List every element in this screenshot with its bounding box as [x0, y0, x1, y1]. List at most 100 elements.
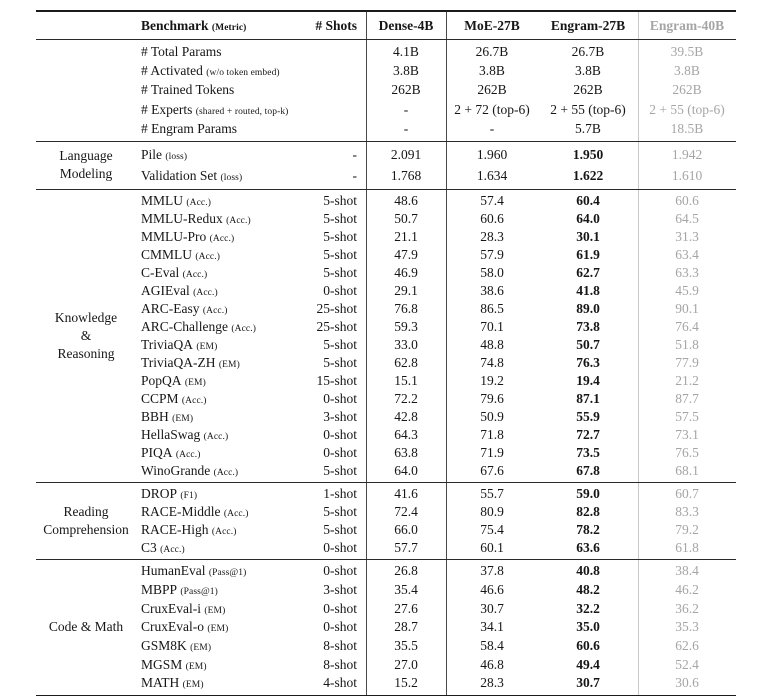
benchmark-name: Validation Set — [141, 168, 218, 184]
group-label-line: Comprehension — [43, 521, 129, 537]
benchmark-name: Pile — [141, 146, 163, 162]
value-moe-27b: 57.9 — [480, 246, 504, 262]
value-moe-27b: 55.7 — [480, 485, 504, 501]
shots-cell: 0-shot — [323, 426, 357, 442]
shots-cell: 0-shot — [323, 539, 357, 555]
benchmark-metric: (Acc.) — [203, 431, 229, 442]
table-row: # Experts (shared + routed, top-k) - 2 + 7… — [136, 100, 736, 119]
benchmark-metric: (EM) — [207, 624, 229, 635]
table-row: RACE-High (Acc.) 5-shot 66.0 75.4 78.2 79.2 — [136, 521, 736, 539]
benchmark-name-cell: # Activated (w/o token embed) — [136, 63, 304, 79]
benchmark-metric: (Acc.) — [223, 508, 249, 519]
table-row: CMMLU (Acc.) 5-shot 47.9 57.9 61.9 63.4 — [136, 246, 736, 264]
value-moe-27b: 262B — [477, 82, 507, 98]
value-moe-27b: 19.2 — [480, 372, 504, 388]
benchmark-name-cell: HellaSwag (Acc.) — [136, 427, 304, 443]
value-moe-27b: 46.6 — [480, 581, 504, 597]
value-engram-27b: 89.0 — [576, 300, 600, 316]
benchmark-metric: (EM) — [204, 605, 226, 616]
value-moe-27b: 58.4 — [480, 638, 504, 654]
value-engram-40b: 2 + 55 (top-6) — [649, 101, 725, 117]
benchmark-name-cell: MMLU (Acc.) — [136, 193, 304, 209]
benchmark-name: MATH — [141, 675, 180, 691]
benchmark-name: CruxEval-i — [141, 600, 201, 616]
benchmark-name-cell: C-Eval (Acc.) — [136, 265, 304, 281]
value-dense-4b: 72.2 — [394, 390, 418, 406]
benchmark-metric: (EM) — [196, 341, 218, 352]
value-engram-40b: 76.5 — [675, 444, 699, 460]
value-engram-27b: 5.7B — [575, 121, 601, 137]
benchmark-name-cell: MMLU-Redux (Acc.) — [136, 211, 304, 227]
value-engram-27b: 60.4 — [576, 192, 600, 208]
benchmark-name-cell: DROP (F1) — [136, 486, 304, 502]
value-engram-40b: 51.8 — [675, 336, 699, 352]
value-dense-4b: 21.1 — [394, 228, 418, 244]
benchmark-name: MMLU — [141, 192, 184, 208]
value-engram-27b: 59.0 — [576, 485, 600, 501]
shots-cell: 5-shot — [323, 354, 357, 370]
value-engram-27b: 41.8 — [576, 282, 600, 298]
table-row: DROP (F1) 1-shot 41.6 55.7 59.0 60.7 — [136, 485, 736, 503]
header-engram-40b: Engram-40B — [649, 17, 725, 33]
header-benchmark-metric: (Metric) — [211, 22, 247, 33]
value-engram-27b: 76.3 — [576, 354, 600, 370]
value-dense-4b: 50.7 — [394, 210, 418, 226]
shots-cell: 3-shot — [323, 581, 357, 597]
value-engram-27b: 55.9 — [576, 408, 600, 424]
table-row: # Trained Tokens 262B 262B 262B 262B — [136, 81, 736, 100]
benchmark-name-cell: ARC-Easy (Acc.) — [136, 301, 304, 317]
value-engram-27b: 3.8B — [575, 63, 601, 79]
benchmark-metric: (loss) — [165, 151, 188, 162]
section-rows: Pile (loss) - 2.091 1.960 1.950 1.942 Validati… — [136, 144, 736, 187]
value-engram-27b: 63.6 — [576, 539, 600, 555]
group-label-line: Language — [59, 148, 113, 164]
table-row: PopQA (EM) 15-shot 15.1 19.2 19.4 21.2 — [136, 372, 736, 390]
value-dense-4b: 27.0 — [394, 656, 418, 672]
value-dense-4b: 46.9 — [394, 264, 418, 280]
benchmark-name-cell: # Total Params — [136, 44, 304, 60]
value-engram-27b: 72.7 — [576, 426, 600, 442]
value-engram-27b: 61.9 — [576, 246, 600, 262]
benchmark-name: C-Eval — [141, 264, 180, 280]
benchmark-name: BBH — [141, 408, 169, 424]
value-engram-27b: 30.7 — [576, 675, 600, 691]
benchmark-metric: (EM) — [182, 680, 204, 691]
value-dense-4b: 33.0 — [394, 336, 418, 352]
shots-cell: 5-shot — [323, 336, 357, 352]
benchmark-name-cell: Pile (loss) — [136, 147, 304, 163]
benchmark-name-cell: PIQA (Acc.) — [136, 445, 304, 461]
benchmark-name-cell: RACE-Middle (Acc.) — [136, 504, 304, 520]
group-label-code-math: Code & Math — [36, 562, 136, 693]
value-engram-27b: 262B — [573, 82, 603, 98]
value-dense-4b: 27.6 — [394, 600, 418, 616]
table-row: CCPM (Acc.) 0-shot 72.2 79.6 87.1 87.7 — [136, 390, 736, 408]
value-engram-27b: 26.7B — [571, 43, 605, 59]
table-row: C-Eval (Acc.) 5-shot 46.9 58.0 62.7 63.3 — [136, 264, 736, 282]
value-dense-4b: 64.0 — [394, 462, 418, 478]
shots-cell: 0-shot — [323, 282, 357, 298]
value-engram-40b: 3.8B — [674, 63, 700, 79]
value-engram-27b: 64.0 — [576, 210, 600, 226]
value-moe-27b: 1.634 — [476, 168, 508, 184]
value-engram-40b: 21.2 — [675, 372, 699, 388]
value-dense-4b: 28.7 — [394, 619, 418, 635]
value-moe-27b: 57.4 — [480, 192, 504, 208]
value-engram-27b: 19.4 — [576, 372, 600, 388]
benchmark-metric: (Pass@1) — [208, 568, 247, 579]
benchmark-name-cell: AGIEval (Acc.) — [136, 283, 304, 299]
value-engram-40b: 60.7 — [675, 485, 699, 501]
benchmark-name-cell: GSM8K (EM) — [136, 638, 304, 654]
value-dense-4b: - — [403, 101, 409, 117]
value-engram-27b: 1.950 — [572, 146, 604, 162]
benchmark-name-cell: Validation Set (loss) — [136, 168, 304, 184]
table-row: CruxEval-o (EM) 0-shot 28.7 34.1 35.0 35.3 — [136, 618, 736, 637]
shots-cell: 5-shot — [323, 462, 357, 478]
table-row: TriviaQA (EM) 5-shot 33.0 48.8 50.7 51.8 — [136, 336, 736, 354]
value-engram-27b: 48.2 — [576, 581, 600, 597]
value-engram-40b: 63.3 — [675, 264, 699, 280]
shots-cell: 5-shot — [323, 192, 357, 208]
benchmark-name: MGSM — [141, 656, 183, 672]
header-moe-27b: MoE-27B — [464, 17, 520, 33]
value-engram-27b: 82.8 — [576, 503, 600, 519]
shots-cell: 5-shot — [323, 521, 357, 537]
